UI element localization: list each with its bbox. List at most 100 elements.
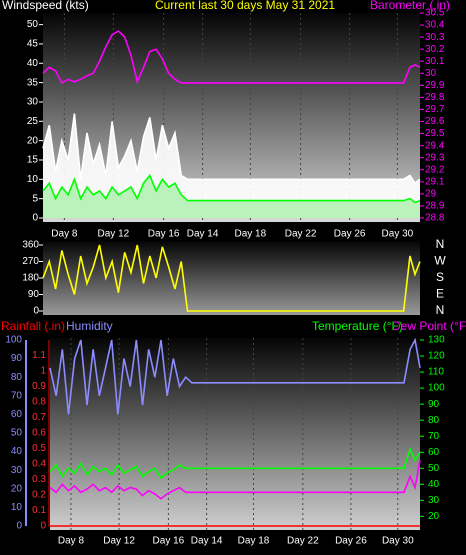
y2-tick-label: 29.8 [425,92,445,103]
y3-tick-label: 0.4 [32,459,46,470]
y-tick-label: 35 [27,77,39,88]
y-tick-label: 90 [28,289,40,300]
y2-tick-label: 30.4 [425,20,445,31]
y-tick-label: 70 [11,390,23,401]
y3-tick-label: 0.8 [32,397,46,408]
x-tick-label: Day 30 [382,229,414,240]
y2-tick-label: N [436,237,445,251]
y3-tick-label: 0.3 [32,474,46,485]
y2-tick-label: 29.5 [425,128,445,139]
legend-label: Humidity [66,319,113,333]
x-tick-label: Day 18 [238,536,270,547]
x-tick-label: Day 18 [235,229,267,240]
series-line [42,113,421,185]
y-tick-label: 80 [11,372,23,383]
series-line [49,446,421,480]
series-line [42,173,421,204]
y3-tick-label: 0.5 [32,443,46,454]
y2-tick-label: 29.1 [425,176,445,187]
y2-tick-label: 130 [428,335,445,346]
y2-tick-label: 29.2 [425,164,445,175]
y2-tick-label: 29.9 [425,80,445,91]
y-tick-label: 40 [27,58,39,69]
x-tick-label: Day 26 [335,536,367,547]
x-tick-label: Day 12 [98,229,130,240]
y2-tick-label: 30 [428,495,440,506]
y2-tick-label: 30.1 [425,56,445,67]
y2-label: Barometer (.in) [370,0,450,12]
legend-label: Dew Point (°F) [392,319,466,333]
y3-tick-label: 0.9 [32,381,46,392]
y3-tick-label: 0.1 [32,505,46,516]
y-tick-label: 25 [27,116,39,127]
y2-tick-label: 29.6 [425,116,445,127]
y-tick-label: 270 [22,256,39,267]
y-tick-label: 45 [27,39,39,50]
y2-tick-label: 30 [425,68,437,79]
y2-tick-label: 100 [428,383,445,394]
y3-tick-label: 1 [40,366,46,377]
series-area [43,175,420,218]
y2-tick-label: E [436,287,444,301]
y2-tick-label: 30.5 [425,8,445,19]
y2-tick-label: 28.9 [425,201,445,212]
y3-tick-label: 0.7 [32,412,46,423]
y2-tick-label: 29.4 [425,140,445,151]
y-tick-label: 0 [32,213,38,224]
y-tick-label: 0 [33,306,39,317]
y2-tick-label: 110 [428,367,444,378]
y-tick-label: 20 [11,483,23,494]
x-tick-label: Day 8 [58,536,85,547]
y2-tick-label: 50 [428,463,440,474]
y2-tick-label: S [436,270,444,284]
x-tick-label: Day 16 [153,536,185,547]
series-line [49,337,421,415]
title: Current last 30 days May 31 2021 [155,0,335,12]
y2-tick-label: 30.2 [425,44,445,55]
y2-tick-label: 29.7 [425,104,445,115]
y-label: Windspeed (kts) [2,0,89,12]
y2-tick-label: 70 [428,431,440,442]
plot-area [43,241,420,315]
y-tick-label: 0 [16,521,22,532]
y2-tick-label: 20 [428,511,440,522]
series-line [49,460,421,500]
y-tick-label: 30 [27,97,39,108]
y2-tick-label: 28.8 [425,213,445,224]
y-tick-label: 10 [11,502,23,513]
y2-tick-label: 29.3 [425,152,445,163]
legend-label: Temperature (°F) [312,319,403,333]
y2-tick-label: 80 [428,415,440,426]
y-tick-label: 10 [27,174,39,185]
y2-tick-label: 40 [428,479,440,490]
x-tick-label: Day 14 [191,536,223,547]
y-tick-label: 360 [22,240,39,251]
x-tick-label: Day 30 [382,536,414,547]
y-tick-label: 180 [22,273,39,284]
y2-tick-label: 30.3 [425,32,445,43]
y-tick-label: 50 [27,19,39,30]
y2-tick-label: N [436,303,445,317]
y2-tick-label: 29 [425,189,437,200]
y-tick-label: 90 [11,353,23,364]
y3-tick-label: 0.2 [32,490,46,501]
y-tick-label: 15 [27,155,39,166]
y3-tick-label: 0 [40,521,46,532]
y3-tick-label: 0.6 [32,428,46,439]
y-tick-label: 50 [11,428,23,439]
series-area [43,113,420,218]
x-tick-label: Day 12 [103,536,135,547]
x-tick-label: Day 14 [187,229,219,240]
y-tick-label: 20 [27,135,39,146]
y-tick-label: 40 [11,446,23,457]
y3-tick-label: 1.1 [32,350,46,361]
y2-tick-label: W [434,254,446,268]
y2-tick-label: 120 [428,351,445,362]
y-tick-label: 100 [5,335,22,346]
y-tick-label: 60 [11,409,23,420]
legend-label: Rainfall (.in) [1,319,65,333]
x-tick-label: Day 8 [51,229,78,240]
y2-tick-label: 90 [428,399,440,410]
y-tick-label: 5 [32,193,38,204]
